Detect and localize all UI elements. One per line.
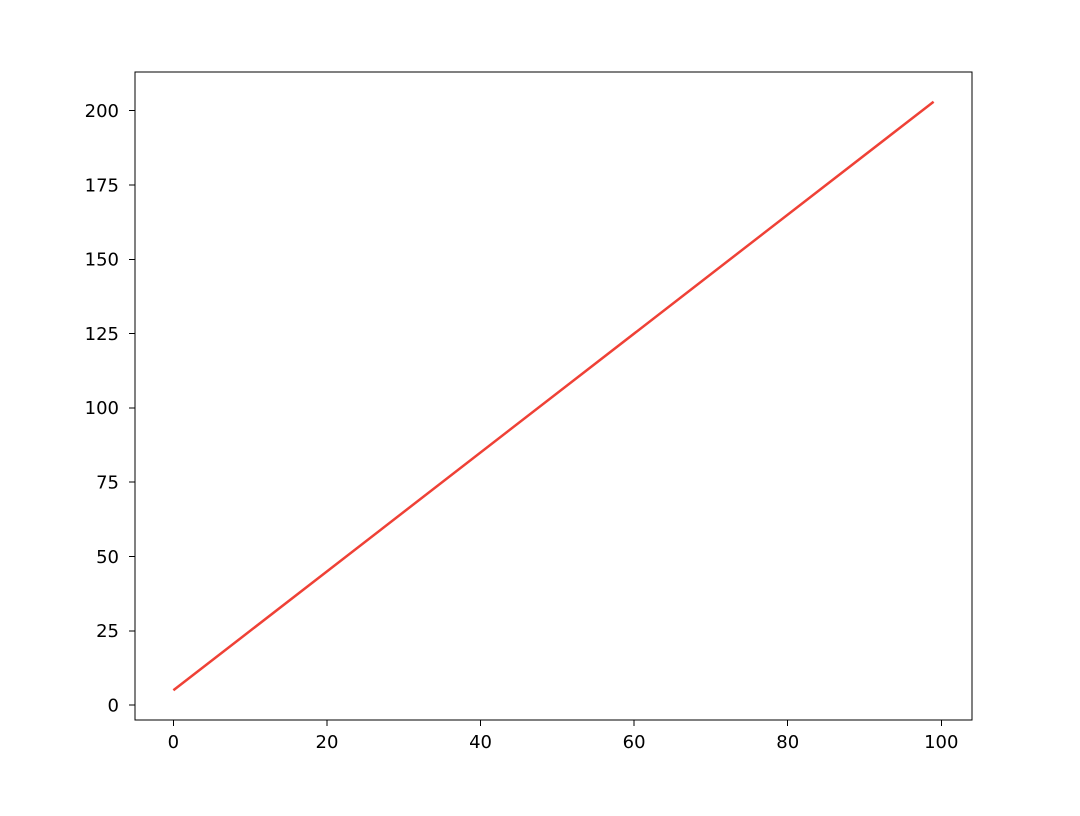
y-tick-label: 125 <box>85 324 119 345</box>
x-tick-label: 20 <box>316 732 339 753</box>
y-tick-label: 100 <box>85 398 119 419</box>
x-tick-label: 100 <box>924 732 958 753</box>
line-chart: 0 20 40 60 80 100 0 25 50 75 100 125 150 175 200 <box>0 0 1080 816</box>
y-tick-label: 25 <box>96 621 119 642</box>
y-tick-label: 150 <box>85 250 119 271</box>
y-tick-label: 50 <box>96 547 119 568</box>
y-tick-label: 175 <box>85 175 119 196</box>
x-tick-label: 60 <box>623 732 646 753</box>
y-tick-label: 200 <box>85 101 119 122</box>
y-tick-label: 75 <box>96 473 119 494</box>
x-tick-label: 0 <box>168 732 179 753</box>
chart-svg: 0 20 40 60 80 100 0 25 50 75 100 125 150 175 200 <box>0 0 1080 816</box>
x-tick-label: 40 <box>469 732 492 753</box>
x-tick-label: 80 <box>776 732 799 753</box>
y-tick-label: 0 <box>108 695 119 716</box>
